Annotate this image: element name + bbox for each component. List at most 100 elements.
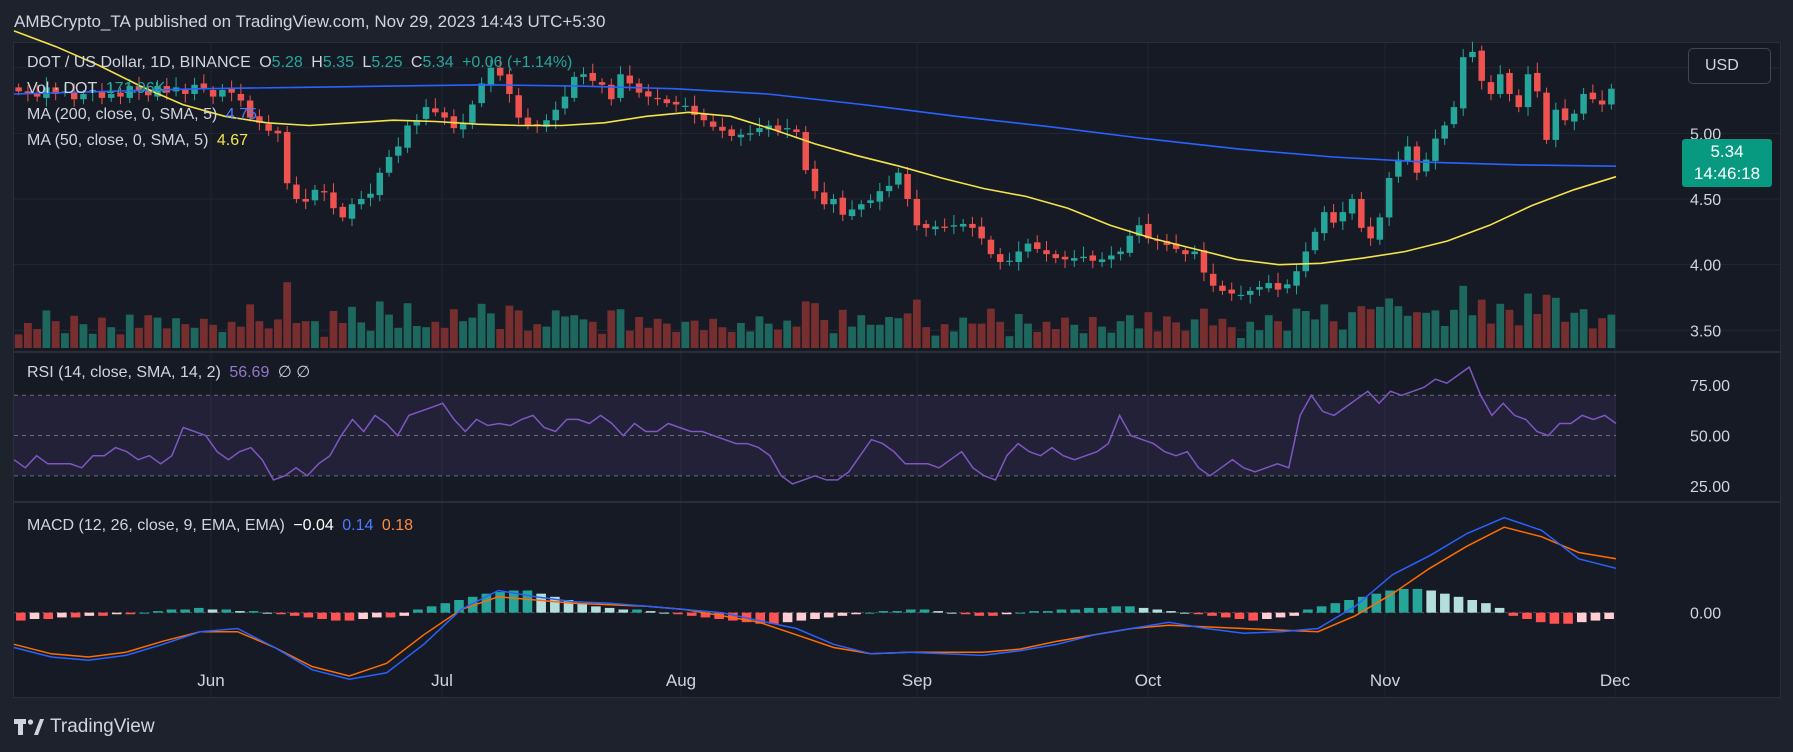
macd-hist-bar <box>1029 611 1039 613</box>
macd-hist-bar <box>1576 612 1587 623</box>
macd-hist-bar <box>1166 611 1176 613</box>
volume-bar <box>1422 312 1431 348</box>
candle-body <box>783 128 791 130</box>
legend-volume-row[interactable]: Vol · DOT 171.96K <box>27 80 169 98</box>
candle-body <box>922 223 930 228</box>
macd-hist-bar <box>1125 606 1135 613</box>
candle-body <box>1126 235 1134 253</box>
candle-body <box>1358 199 1365 228</box>
volume-bar <box>922 327 931 348</box>
candle-body <box>895 172 902 185</box>
macd-hist-bar <box>317 612 327 619</box>
candle-body <box>1209 273 1217 286</box>
candle-body <box>1608 88 1615 105</box>
candle-body <box>1089 255 1097 261</box>
candle-body <box>626 75 634 84</box>
candle-body <box>672 101 680 105</box>
volume-bar <box>977 323 986 348</box>
candle-body <box>126 86 133 98</box>
volume-bar <box>1227 327 1236 348</box>
volume-bar <box>737 323 745 348</box>
candle-body <box>598 82 606 85</box>
legend-rsi-row[interactable]: RSI (14, close, SMA, 14, 2) 56.69 ∅ ∅ <box>27 362 314 382</box>
chart-panel[interactable] <box>13 42 1781 698</box>
volume-bar <box>357 322 366 348</box>
candle-body <box>1330 212 1337 223</box>
macd-hist-bar <box>974 612 985 616</box>
macd-hist-bar <box>1262 612 1272 619</box>
tradingview-logo-text: TradingView <box>50 716 155 737</box>
currency-button[interactable]: USD <box>1688 48 1771 84</box>
volume-bar <box>950 331 958 348</box>
legend-ma200-row[interactable]: MA (200, close, 0, SMA, 5) 4.75 <box>27 106 261 124</box>
macd-hist-bar <box>878 611 889 613</box>
candle-body <box>24 91 32 94</box>
candle-body <box>885 185 893 192</box>
volume-bar <box>1125 315 1134 348</box>
candle-body <box>570 76 578 98</box>
candle-body <box>413 120 421 126</box>
axes: 3.504.004.505.005.5025.0050.0075.000.00J… <box>197 61 1730 690</box>
volume-bar <box>792 326 801 348</box>
legend-symbol[interactable]: DOT / US Dollar, 1D, BINANCE <box>27 54 251 71</box>
volume-bar <box>1357 306 1366 348</box>
rsi-tick-label: 50.00 <box>1690 429 1730 446</box>
macd-hist-bar <box>1193 612 1204 615</box>
volume-bar <box>1468 315 1477 348</box>
rsi-tick-label: 75.00 <box>1690 378 1730 395</box>
legend-ma50-row[interactable]: MA (50, close, 0, SMA, 5) 4.67 <box>27 132 252 150</box>
volume-bar <box>764 323 773 348</box>
candle-body <box>200 83 208 89</box>
volume-bar <box>857 315 866 348</box>
volume-bar <box>246 304 255 348</box>
volume-bar <box>33 329 42 348</box>
macd-hist-bar <box>1001 612 1012 615</box>
candle-body <box>135 86 143 92</box>
candles <box>15 41 1615 304</box>
candle-body <box>987 239 995 255</box>
time-tick-label: Aug <box>666 671 696 690</box>
volume-bar <box>116 334 125 348</box>
candle-body <box>756 128 763 133</box>
volume-bar <box>135 327 143 348</box>
tradingview-logo[interactable]: TradingView <box>14 716 155 738</box>
macd-hist-bar <box>1289 612 1300 616</box>
macd-hist-bar <box>1316 606 1327 613</box>
candle-body <box>274 130 282 134</box>
legend-symbol-row: DOT / US Dollar, 1D, BINANCE O5.28 H5.35… <box>27 54 576 72</box>
macd-hist-bar <box>221 609 232 613</box>
macd-hist-bar <box>16 612 26 621</box>
legend-rsi-value: 56.69 <box>229 364 270 381</box>
macd-hist-bar <box>1138 607 1149 613</box>
macd-hist-bar <box>29 612 40 619</box>
volume-bar <box>514 310 523 348</box>
candle-body <box>98 91 106 98</box>
volume-bar <box>431 321 440 348</box>
candle-body <box>1080 256 1087 259</box>
macd-hist-bar <box>495 592 505 613</box>
volume-bar <box>1079 333 1088 348</box>
volume-bar <box>449 309 458 348</box>
volume-bar <box>727 332 736 348</box>
macd-hist-bar <box>1590 612 1601 621</box>
volume-bar <box>181 324 190 348</box>
candle-body <box>1284 284 1291 289</box>
candle-body <box>959 223 967 227</box>
legend-macd-row[interactable]: MACD (12, 26, close, 9, EMA, EMA) −0.04 … <box>27 517 417 535</box>
candle-body <box>978 226 985 239</box>
candle-body <box>746 133 754 135</box>
legend-macd-signal: 0.18 <box>381 517 413 534</box>
volume-bar <box>579 319 588 348</box>
volume-bar <box>1218 318 1227 348</box>
macd-hist-bar <box>84 612 95 616</box>
candle-body <box>1497 74 1504 94</box>
legend-open: 5.28 <box>271 54 303 71</box>
macd-hist-bar <box>481 593 492 613</box>
volume-bar <box>125 314 134 348</box>
legend-ma50-value: 4.67 <box>216 132 248 149</box>
volume-bar <box>1487 323 1495 348</box>
volume-bar <box>1274 321 1282 348</box>
volume-bar <box>459 321 468 348</box>
volume-bar <box>1505 309 1514 348</box>
